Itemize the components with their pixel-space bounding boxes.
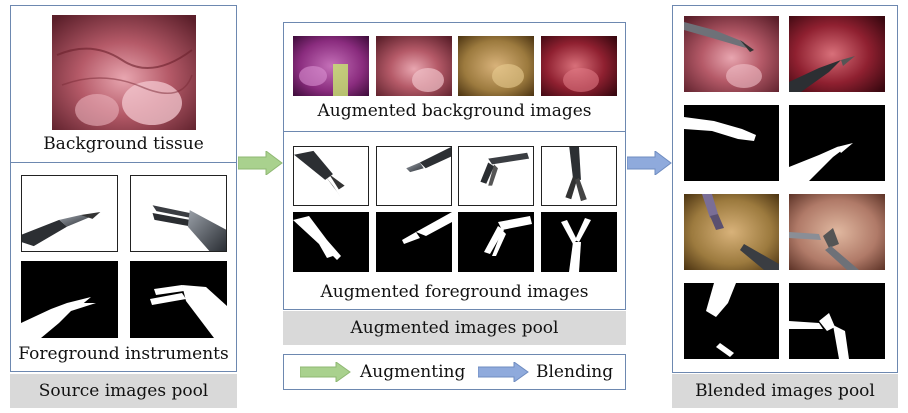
augmented-background-label: Augmented background images bbox=[317, 101, 592, 121]
augmented-images-pool-label: Augmented images pool bbox=[283, 311, 626, 345]
augmented-instrument-image-3 bbox=[458, 146, 534, 206]
blended-mask-1 bbox=[684, 105, 779, 181]
background-tissue-image bbox=[52, 15, 196, 130]
augmented-instrument-image-4 bbox=[541, 146, 617, 206]
instrument-image-2 bbox=[130, 175, 227, 252]
blending-arrow-1 bbox=[627, 151, 672, 175]
augmented-instrument-mask-3 bbox=[458, 212, 534, 272]
blended-image-1 bbox=[684, 16, 779, 92]
blended-mask-3 bbox=[684, 283, 779, 359]
source-images-pool-label: Source images pool bbox=[10, 374, 237, 408]
augmented-instrument-image-1 bbox=[293, 146, 369, 206]
augmented-background-image-4 bbox=[541, 36, 617, 96]
augmenting-legend-arrow bbox=[300, 362, 351, 382]
foreground-instruments-label: Foreground instruments bbox=[18, 344, 229, 364]
blending-legend-arrow bbox=[478, 362, 529, 382]
blended-image-4 bbox=[789, 194, 885, 270]
instrument-image-1 bbox=[21, 175, 118, 252]
blending-legend-label: Blending bbox=[536, 362, 614, 382]
augmented-instrument-mask-4 bbox=[541, 212, 617, 272]
augmented-background-image-1 bbox=[293, 36, 369, 96]
augmenting-legend-label: Augmenting bbox=[360, 362, 466, 382]
blended-image-3 bbox=[684, 194, 779, 270]
augmented-background-image-2 bbox=[376, 36, 452, 96]
blended-images-pool-label: Blended images pool bbox=[672, 374, 898, 408]
augmenting-arrow-1 bbox=[238, 151, 283, 175]
blended-mask-2 bbox=[789, 105, 885, 181]
blended-mask-4 bbox=[789, 283, 885, 359]
augmented-instrument-mask-1 bbox=[293, 212, 369, 272]
instrument-mask-1 bbox=[21, 261, 118, 338]
background-tissue-label: Background tissue bbox=[43, 134, 204, 154]
augmented-foreground-label: Augmented foreground images bbox=[320, 282, 589, 302]
instrument-mask-2 bbox=[130, 261, 227, 338]
augmented-instrument-image-2 bbox=[376, 146, 452, 206]
blended-image-2 bbox=[789, 16, 885, 92]
augmented-instrument-mask-2 bbox=[376, 212, 452, 272]
augmented-background-image-3 bbox=[458, 36, 534, 96]
